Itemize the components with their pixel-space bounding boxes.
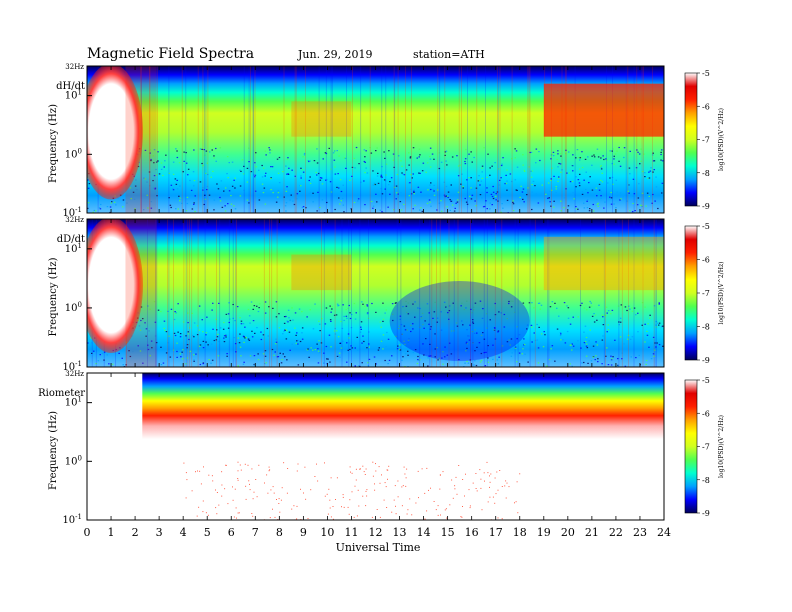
- x-tick-label: 16: [465, 526, 479, 539]
- y-tick-label: 101: [65, 89, 82, 102]
- y-tick-label: 10-1: [62, 513, 82, 526]
- x-tick-label: 6: [228, 526, 235, 539]
- colorbar-tick-label: -6: [702, 256, 710, 265]
- colorbar-tick-label: -7: [702, 289, 710, 298]
- date-label: Jun. 29, 2019: [297, 48, 373, 61]
- x-tick-label: 23: [633, 526, 647, 539]
- colorbar-tick-label: -8: [702, 323, 710, 332]
- colorbar-label: log10(PSD)(V^2/Hz): [718, 108, 725, 171]
- colorbar-tick-label: -5: [702, 222, 710, 231]
- y-axis-label: Frequency (Hz): [48, 411, 59, 490]
- x-tick-label: 18: [513, 526, 527, 539]
- spectrogram-image: [87, 373, 664, 520]
- x-tick-label: 22: [609, 526, 623, 539]
- x-tick-label: 4: [180, 526, 187, 539]
- panel-name: Riometer: [38, 388, 85, 399]
- colorbar-tick-label: -9: [702, 202, 710, 211]
- x-tick-label: 10: [320, 526, 334, 539]
- colorbar-label: log10(PSD)(V^2/Hz): [718, 262, 725, 325]
- y-axis-label: Frequency (Hz): [48, 257, 59, 336]
- x-tick-label: 24: [657, 526, 671, 539]
- x-tick-label: 0: [84, 526, 91, 539]
- y-tick-label: 32Hz: [65, 370, 84, 378]
- y-tick-label: 100: [65, 454, 82, 467]
- colorbar-tick-label: -5: [702, 376, 710, 385]
- colorbar-tick-label: -8: [702, 476, 710, 485]
- y-tick-label: 32Hz: [65, 63, 84, 71]
- chart-title: Magnetic Field Spectra: [87, 46, 254, 62]
- colorbar-label: log10(PSD)(V^2/Hz): [718, 415, 725, 478]
- colorbar-tick-label: -8: [702, 169, 710, 178]
- y-tick-label: 101: [65, 242, 82, 255]
- panel-name: dH/dt: [56, 81, 85, 92]
- y-tick-label: 32Hz: [65, 216, 84, 224]
- x-tick-label: 15: [441, 526, 455, 539]
- x-axis: 0 1 2 3 4 5 6 7 8 9 10 11 12 13 14 15 16 17 18 19 20 21 22 23 24: [84, 526, 672, 539]
- colorbar-tick-label: -6: [702, 409, 710, 418]
- colorbar-tick-label: -6: [702, 102, 710, 111]
- x-tick-label: 13: [393, 526, 407, 539]
- x-tick-label: 9: [300, 526, 307, 539]
- panel-name: dD/dt: [57, 234, 85, 245]
- x-tick-label: 5: [204, 526, 211, 539]
- colorbar-tick-label: -9: [702, 356, 710, 365]
- x-tick-label: 19: [537, 526, 551, 539]
- spectrogram-image: [87, 66, 664, 213]
- x-tick-label: 3: [156, 526, 163, 539]
- colorbar: -5 -6 -7 -8 -9 log10(PSD)(V^2/Hz): [684, 69, 725, 211]
- colorbar-tick-label: -7: [702, 136, 710, 145]
- x-tick-label: 17: [489, 526, 503, 539]
- colorbar-tick-label: -5: [702, 69, 710, 78]
- x-axis-label: Universal Time: [336, 541, 421, 554]
- x-tick-label: 14: [417, 526, 431, 539]
- colorbar: -5 -6 -7 -8 -9 log10(PSD)(V^2/Hz): [684, 376, 725, 518]
- colorbar: -5 -6 -7 -8 -9 log10(PSD)(V^2/Hz): [684, 222, 725, 365]
- y-tick-label: 100: [65, 147, 82, 160]
- y-axis-label: Frequency (Hz): [48, 104, 59, 183]
- x-tick-label: 12: [369, 526, 383, 539]
- spectrogram-panel: Riometer 32Hz 101 100 10-1 Frequency (Hz) -5 -6…: [38, 370, 725, 526]
- x-tick-label: 7: [252, 526, 259, 539]
- station-label: station=ATH: [413, 48, 485, 61]
- x-tick-label: 11: [344, 526, 358, 539]
- colorbar-tick-label: -7: [702, 443, 710, 452]
- y-tick-label: 100: [65, 301, 82, 314]
- x-tick-label: 1: [108, 526, 115, 539]
- y-tick-label: 101: [65, 396, 82, 409]
- x-tick-label: 20: [561, 526, 575, 539]
- x-tick-label: 2: [132, 526, 139, 539]
- x-tick-label: 8: [276, 526, 283, 539]
- spectrogram-image: [87, 219, 664, 367]
- colorbar-tick-label: -9: [702, 509, 710, 518]
- x-tick-label: 21: [585, 526, 599, 539]
